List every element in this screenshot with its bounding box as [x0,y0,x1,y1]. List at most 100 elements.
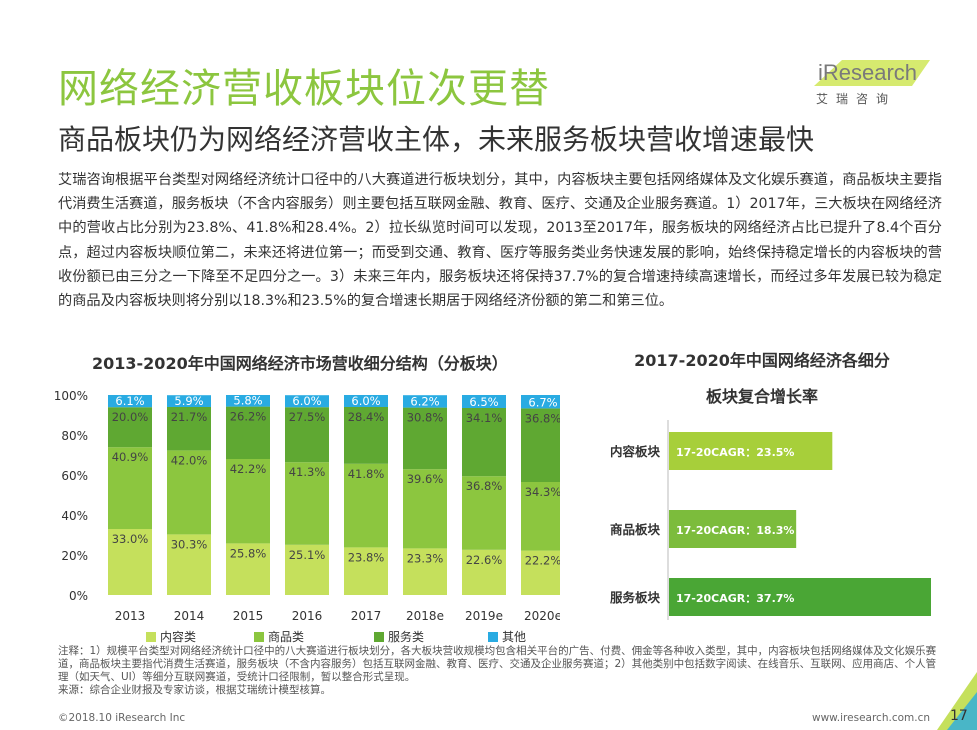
logo-subtext: 艾瑞咨询 [816,92,897,106]
x-tick-label: 2013 [115,609,146,623]
notes-text: 注释：1）规模平台类型对网络经济统计口径中的八大赛道进行板块划分，各大板块营收规… [58,645,937,683]
bar-segment [167,407,211,451]
data-label: 30.8% [407,411,444,425]
bar-segment [108,395,152,408]
bar-segment [521,408,560,482]
data-label: 5.8% [233,394,262,408]
website-link[interactable]: www.iresearch.com.cn [812,712,931,724]
copyright: ©2018.10 iResearch Inc [58,712,186,724]
bar-segment [462,476,506,550]
bar-segment [226,406,270,459]
bar-segment [226,543,270,595]
data-label: 6.0% [351,394,380,408]
bar-segment [226,395,270,407]
x-tick-label: 2020e [524,609,560,623]
y-tick-label: 80% [61,429,88,443]
page-subtitle: 商品板块仍为网络经济营收主体，未来服务板块营收增速最快 [58,123,815,156]
legend-label: 内容类 [160,629,196,644]
stacked-bar-chart: 0% 20% 40% 60% 80% 100% 33.0% 40.9% 20.0% 6.1% 201… [54,389,560,644]
x-tick-label: 2015 [233,609,264,623]
bar-segment [167,534,211,595]
legend-swatch [488,632,498,642]
data-label: 20.0% [112,410,149,424]
cagr-chart-title-line1: 2017-2020年中国网络经济各细分 [634,351,890,370]
data-label: 6.5% [469,395,498,409]
data-label: 27.5% [289,410,326,424]
data-label: 41.3% [289,465,326,479]
data-label: 22.2% [525,554,560,568]
data-label: 25.1% [289,548,326,562]
bar-segment [344,407,388,464]
bar-segment [108,529,152,595]
data-label: 22.6% [466,553,503,567]
bar-segment [521,395,560,409]
bar-segment [344,395,388,407]
cagr-value-label: 17-20CAGR：23.5% [676,446,794,459]
data-label: 6.1% [115,394,144,408]
cagr-value-label: 17-20CAGR：18.3% [676,524,794,537]
bar-segment [403,395,447,408]
logo-text: iResearch [818,60,918,85]
data-label: 25.8% [230,546,267,560]
legend-label: 服务类 [388,629,424,644]
bar-segment [344,547,388,595]
data-label: 5.9% [174,394,203,408]
body-paragraph: 艾瑞咨询根据平台类型对网络经济统计口径中的八大赛道进行板块划分，其中，内容板块主… [58,172,942,310]
bar-segment [108,407,152,448]
cagr-chart-title-line2: 板块复合增长率 [705,387,818,406]
bar-segment [285,462,329,545]
bar-segment [462,395,506,408]
data-label: 30.3% [171,537,208,551]
data-label: 34.1% [466,411,503,425]
legend-swatch [254,632,264,642]
bar-segment [167,450,211,535]
iresearch-logo: iResearch 艾瑞咨询 [812,56,932,112]
page-number: 17 [950,708,968,724]
bar-segment [462,408,506,477]
data-label: 42.2% [230,462,267,476]
data-label: 23.8% [348,550,385,564]
bar-segment [344,463,388,548]
x-tick-label: 2014 [174,609,205,623]
logo-swoosh-icon [814,60,930,86]
data-label: 36.8% [466,479,503,493]
cagr-category-label: 商品板块 [610,522,661,537]
data-label: 6.0% [292,394,321,408]
notes: 注释：1）规模平台类型对网络经济统计口径中的八大赛道进行板块划分，各大板块营收规… [58,645,938,697]
bar-segment [108,447,152,529]
corner-decoration-icon [937,672,977,730]
cagr-value-label: 17-20CAGR：37.7% [676,592,794,605]
data-label: 23.3% [407,551,444,565]
data-label: 26.2% [230,410,267,424]
stacked-chart-title: 2013-2020年中国网络经济市场营收细分结构（分板块） [92,354,508,373]
bar-segment [403,548,447,595]
bar-segment [285,407,329,463]
cagr-category-label: 服务板块 [610,590,661,605]
x-tick-label: 2019e [465,609,503,623]
cagr-bar [669,432,833,470]
legend-swatch [146,632,156,642]
bar-segment [521,482,560,551]
data-label: 21.7% [171,410,208,424]
data-label: 28.4% [348,410,385,424]
data-label: 41.8% [348,467,385,481]
bar-segment [285,544,329,595]
data-label: 42.0% [171,453,208,467]
x-tick-label: 2016 [292,609,323,623]
x-tick-label: 2017 [351,609,382,623]
cagr-bar [669,510,797,548]
source-text: 来源：综合企业财报及专家访谈，根据艾瑞统计模型核算。 [58,684,331,696]
bar-segment [403,469,447,549]
legend-label: 其他 [502,630,526,644]
data-label: 33.0% [112,532,149,546]
x-tick-label: 2018e [406,609,444,623]
cagr-bar-chart: 内容板块 17-20CAGR：23.5% 商品板块 17-20CAGR：18.3% 服务… [610,420,931,620]
y-tick-label: 20% [61,549,88,563]
bar-segment [226,459,270,544]
bar-segment [167,395,211,407]
data-label: 6.7% [528,395,557,409]
y-tick-label: 40% [61,509,88,523]
bar-segment [285,395,329,408]
data-label: 34.3% [525,485,560,499]
bar-segment [403,407,447,470]
